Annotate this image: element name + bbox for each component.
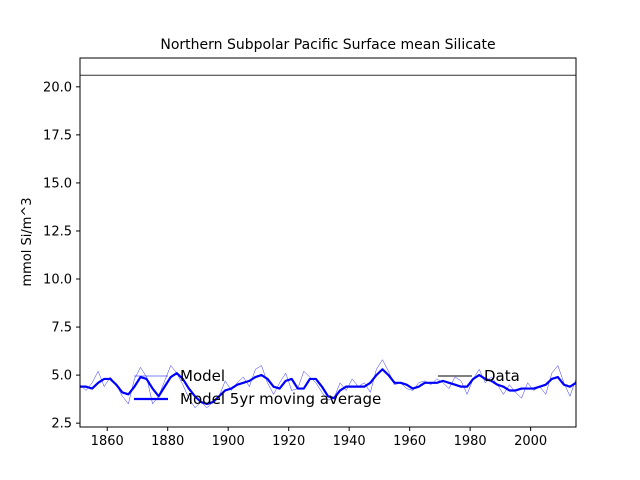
x-tick-label: 1860 <box>91 434 124 449</box>
plot-frame <box>79 57 577 428</box>
x-tick-label: 1940 <box>333 434 366 449</box>
x-tick-label: 1980 <box>454 434 487 449</box>
legend-label: Data <box>484 367 520 385</box>
y-tick-label: 20.0 <box>43 80 72 95</box>
x-tick-label: 1960 <box>393 434 426 449</box>
x-tick-label: 1900 <box>212 434 245 449</box>
series-line-0 <box>80 359 576 409</box>
y-tick-label: 12.5 <box>43 224 72 239</box>
y-tick-label: 7.5 <box>51 321 72 336</box>
x-axis: 1860 1880 1900 1920 1940 1960 1980 2000 <box>91 427 547 449</box>
plot-area <box>80 74 576 409</box>
series-line-1 <box>80 368 576 406</box>
y-tick-label: 5.0 <box>51 369 72 384</box>
y-axis-label: mmol Si/m^3 <box>20 197 35 286</box>
y-axis: 2.5 5.0 7.5 10.0 12.5 15.0 17.5 20.0 <box>43 80 80 432</box>
legend-label: Model 5yr moving average <box>180 390 381 408</box>
y-tick-label: 10.0 <box>43 273 72 288</box>
y-tick-label: 15.0 <box>43 176 72 191</box>
legend-label: Model <box>180 367 225 385</box>
y-tick-label: 2.5 <box>51 417 72 432</box>
y-tick-label: 17.5 <box>43 128 72 143</box>
x-tick-label: 1880 <box>151 434 184 449</box>
legend: Model Data Model 5yr moving average <box>134 367 520 408</box>
chart-title: Northern Subpolar Pacific Surface mean S… <box>160 37 495 53</box>
x-tick-label: 2000 <box>514 434 547 449</box>
x-tick-label: 1920 <box>272 434 305 449</box>
